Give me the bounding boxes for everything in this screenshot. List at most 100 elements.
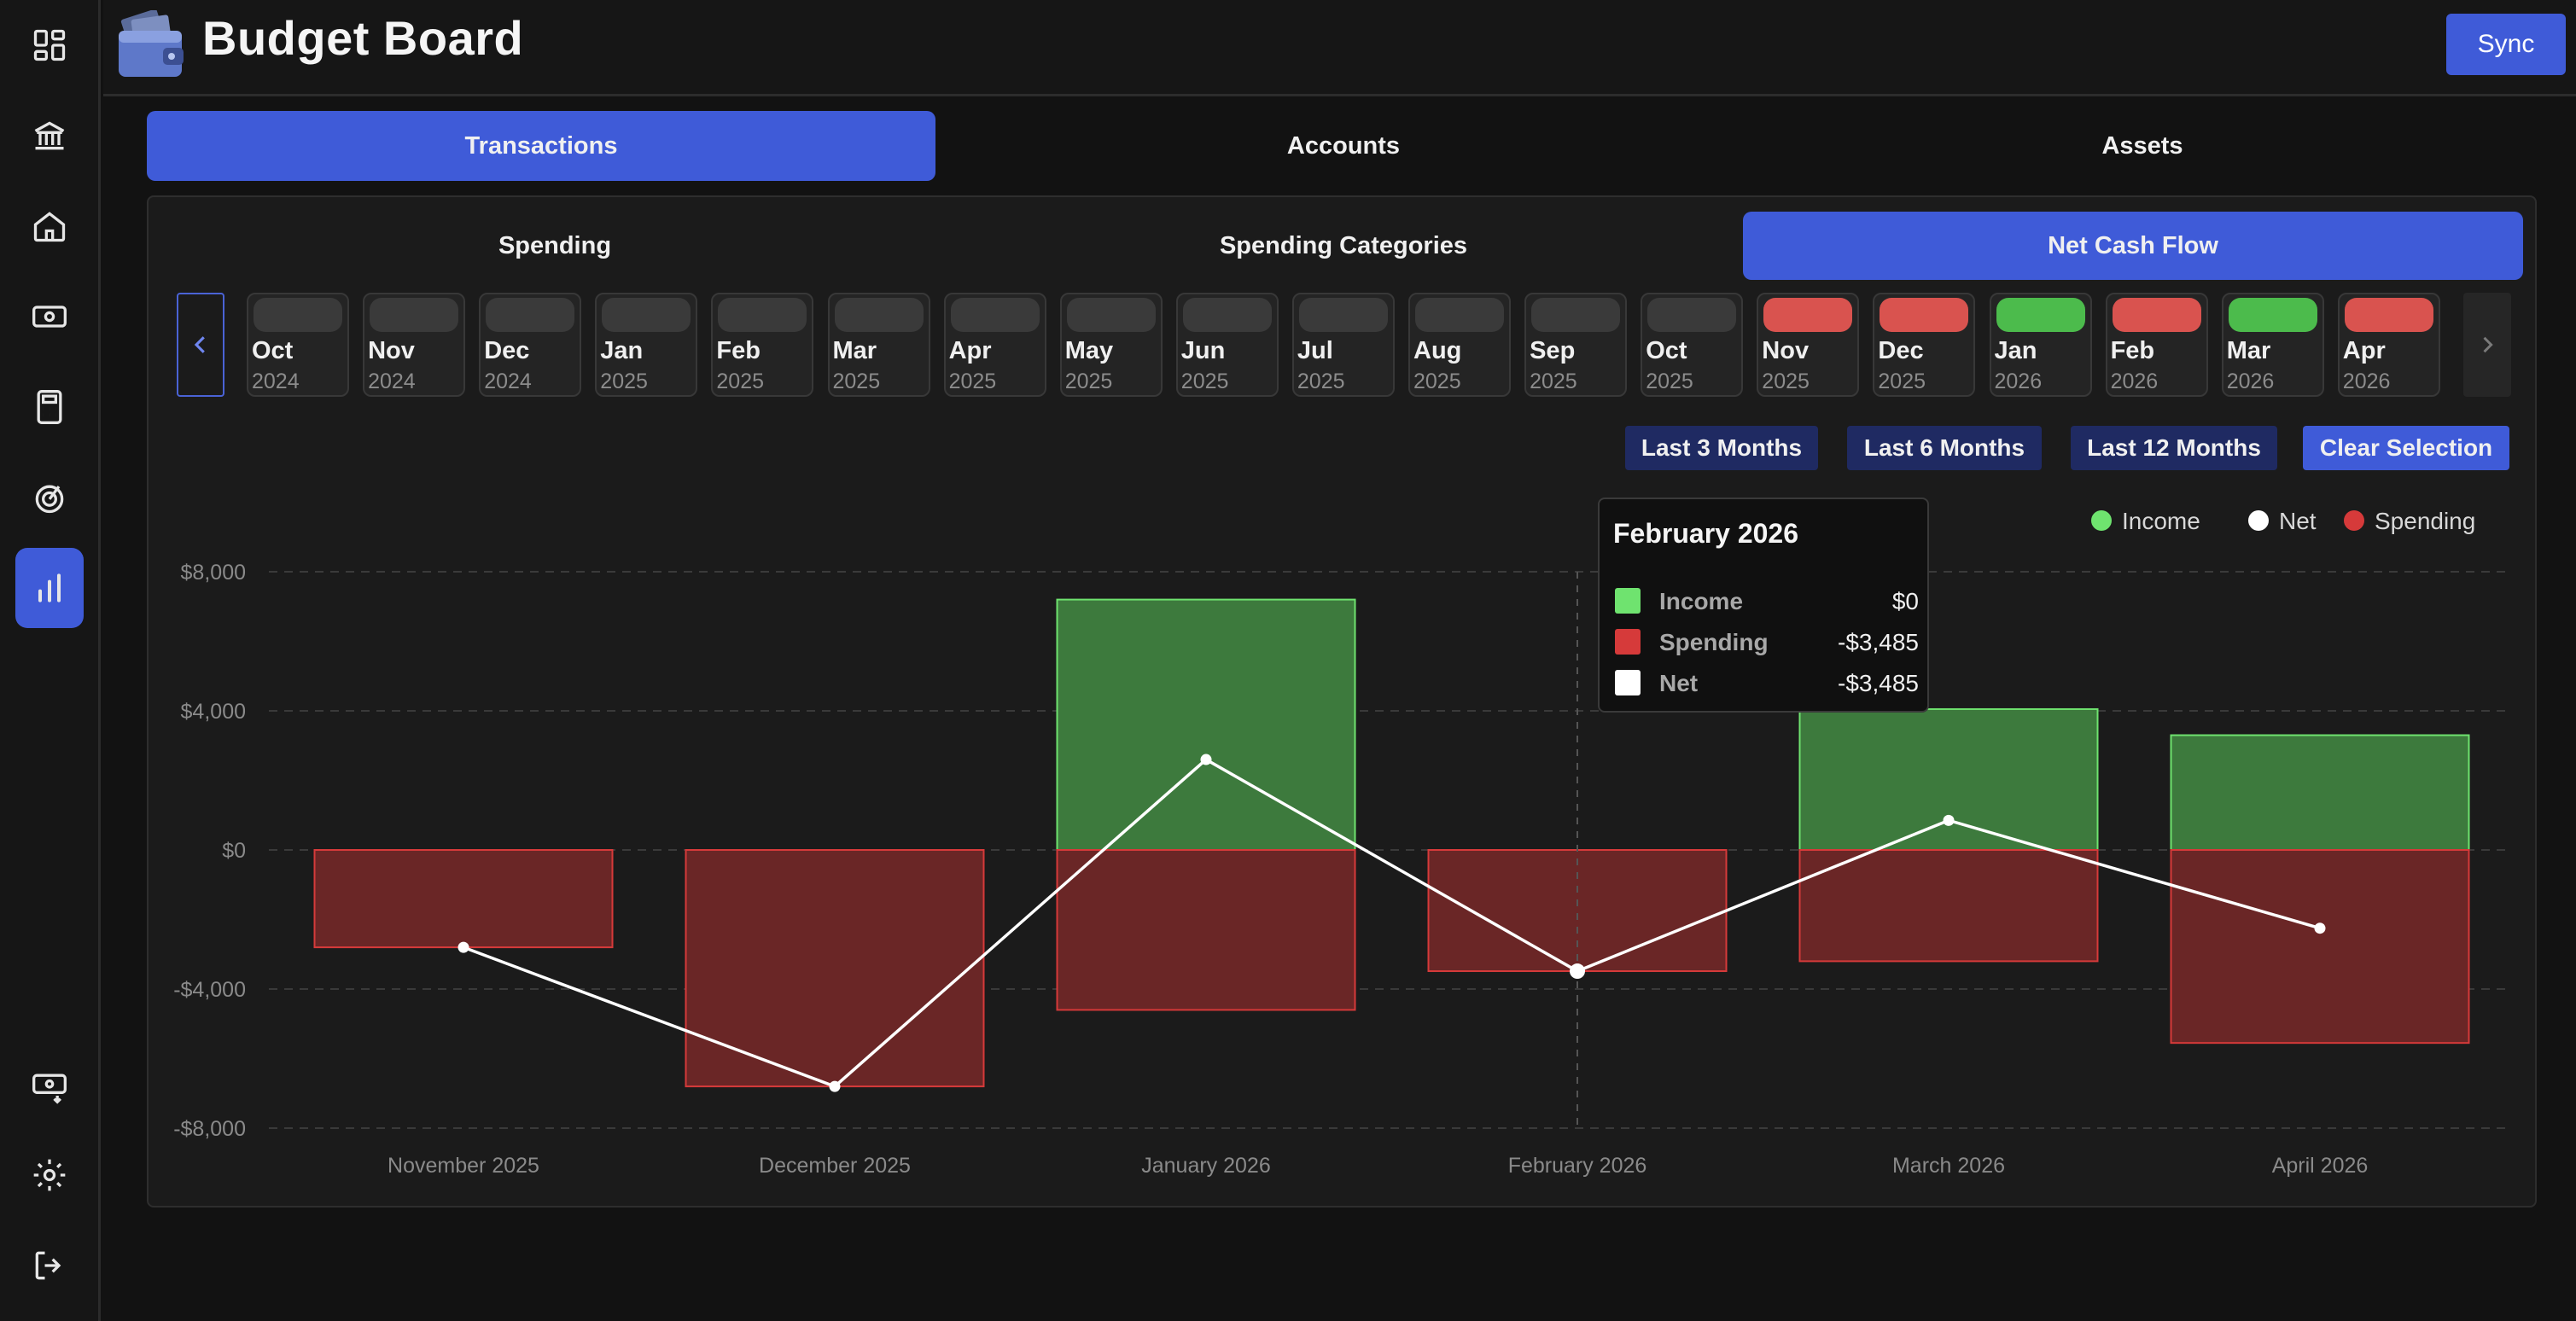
month-card[interactable]: Apr 2026 — [2337, 293, 2440, 397]
month-card[interactable]: Dec 2025 — [1873, 293, 1976, 397]
month-card[interactable]: Apr 2025 — [943, 293, 1046, 397]
month-card[interactable]: Oct 2025 — [1641, 293, 1744, 397]
spending-bar — [1056, 849, 1356, 1011]
y-tick-label: $0 — [222, 839, 246, 863]
bank-icon[interactable] — [15, 96, 84, 176]
chart-icon[interactable] — [15, 548, 84, 628]
tooltip-label: Income — [1659, 588, 1744, 614]
month-name: Feb — [2110, 337, 2155, 364]
month-card[interactable]: Oct 2024 — [247, 293, 349, 397]
net-line — [463, 757, 2321, 1089]
month-name: Oct — [1646, 337, 1687, 364]
cash-import-icon[interactable] — [15, 1046, 84, 1126]
month-year: 2025 — [1064, 370, 1113, 393]
month-card[interactable]: Sep 2025 — [1524, 293, 1628, 397]
y-tick-label: $4,000 — [181, 700, 246, 724]
sidebar — [0, 0, 101, 1321]
subtab-net-cash-flow[interactable]: Net Cash Flow — [1743, 212, 2523, 280]
month-status-pill — [1066, 298, 1156, 332]
month-name: Jul — [1297, 337, 1333, 364]
month-card[interactable]: May 2025 — [1059, 293, 1163, 397]
tooltip-row-income: Income $0 — [1615, 583, 1919, 617]
month-year: 2025 — [1646, 370, 1693, 393]
x-tick-label: April 2026 — [2272, 1154, 2369, 1178]
legend-marker — [2344, 510, 2364, 531]
clear-selection-button[interactable]: Clear Selection — [2303, 426, 2509, 470]
legend-label: Net — [2279, 508, 2317, 534]
subtab-spending-categories[interactable]: Spending Categories — [1219, 231, 1468, 259]
wallet-logo-icon — [119, 10, 184, 77]
last-12-months-button[interactable]: Last 12 Months — [2071, 426, 2277, 470]
cash-icon[interactable] — [15, 276, 84, 357]
month-status-pill — [1880, 298, 1969, 332]
month-card[interactable]: Jan 2026 — [1989, 293, 2092, 397]
month-name: Jan — [600, 337, 644, 364]
spending-bar — [685, 849, 985, 1088]
chart-tooltip: February 2026 Income $0 Spending -$3,485… — [1598, 498, 1929, 713]
x-tick-label: January 2026 — [1141, 1154, 1271, 1178]
month-card[interactable]: Mar 2026 — [2221, 293, 2324, 397]
income-bar — [1798, 707, 2099, 852]
month-name: Apr — [948, 337, 992, 364]
dashboard-icon[interactable] — [15, 5, 84, 85]
month-card[interactable]: Nov 2025 — [1757, 293, 1860, 397]
goals-icon[interactable] — [15, 457, 84, 538]
x-tick-label: February 2026 — [1508, 1154, 1647, 1178]
month-year: 2025 — [1413, 370, 1461, 393]
spending-bar — [313, 849, 614, 949]
app-title: Budget Board — [202, 11, 524, 65]
month-name: May — [1064, 337, 1114, 364]
x-tick-label: November 2025 — [388, 1154, 539, 1178]
tooltip-label: Spending — [1659, 629, 1769, 655]
month-status-pill — [834, 298, 924, 332]
last-6-months-button[interactable]: Last 6 Months — [1847, 426, 2042, 470]
tooltip-label: Net — [1659, 670, 1699, 696]
month-status-pill — [1182, 298, 1272, 332]
month-card[interactable]: Feb 2025 — [711, 293, 814, 397]
tab-accounts[interactable]: Accounts — [1286, 131, 1401, 160]
calculator-icon[interactable] — [15, 367, 84, 447]
month-name: Aug — [1413, 337, 1462, 364]
month-status-pill — [1996, 298, 2085, 332]
tooltip-row-net: Net -$3,485 — [1615, 665, 1919, 699]
month-status-pill — [1763, 298, 1853, 332]
tab-assets[interactable]: Assets — [2101, 131, 2183, 160]
month-name: Jun — [1180, 337, 1226, 364]
x-tick-label: March 2026 — [1892, 1154, 2005, 1178]
net-point — [2314, 922, 2326, 934]
subtab-spending[interactable]: Spending — [498, 231, 612, 259]
settings-icon[interactable] — [15, 1135, 84, 1215]
month-status-pill — [486, 298, 575, 332]
month-card[interactable]: Feb 2026 — [2105, 293, 2208, 397]
net-point — [458, 941, 469, 953]
month-card[interactable]: Mar 2025 — [827, 293, 930, 397]
months-prev-button[interactable] — [177, 293, 224, 397]
tab-transactions[interactable]: Transactions — [147, 111, 935, 181]
legend-label: Income — [2122, 508, 2200, 534]
spending-bar — [1798, 849, 2099, 963]
month-card[interactable]: Jun 2025 — [1175, 293, 1279, 397]
last-3-months-button[interactable]: Last 3 Months — [1625, 426, 1818, 470]
home-icon[interactable] — [15, 186, 84, 266]
month-year: 2026 — [1994, 370, 2043, 393]
month-name: Nov — [1762, 337, 1810, 364]
month-year: 2026 — [2342, 370, 2391, 393]
month-status-pill — [2344, 298, 2433, 332]
month-year: 2024 — [368, 370, 416, 393]
net-point — [1943, 814, 1955, 826]
chevron-right-icon — [2483, 336, 2493, 353]
month-card[interactable]: Nov 2024 — [363, 293, 466, 397]
logout-icon[interactable] — [15, 1225, 84, 1306]
months-next-button[interactable] — [2463, 293, 2511, 397]
month-status-pill — [2112, 298, 2201, 332]
legend-marker — [2091, 510, 2112, 531]
month-year: 2025 — [1297, 370, 1345, 393]
month-status-pill — [1415, 298, 1504, 332]
month-card[interactable]: Aug 2025 — [1408, 293, 1511, 397]
sync-button[interactable]: Sync — [2446, 14, 2566, 75]
month-card[interactable]: Jul 2025 — [1291, 293, 1395, 397]
month-card[interactable]: Dec 2024 — [479, 293, 582, 397]
month-name: Jan — [1994, 337, 2037, 364]
month-status-pill — [1531, 298, 1621, 332]
month-card[interactable]: Jan 2025 — [595, 293, 698, 397]
